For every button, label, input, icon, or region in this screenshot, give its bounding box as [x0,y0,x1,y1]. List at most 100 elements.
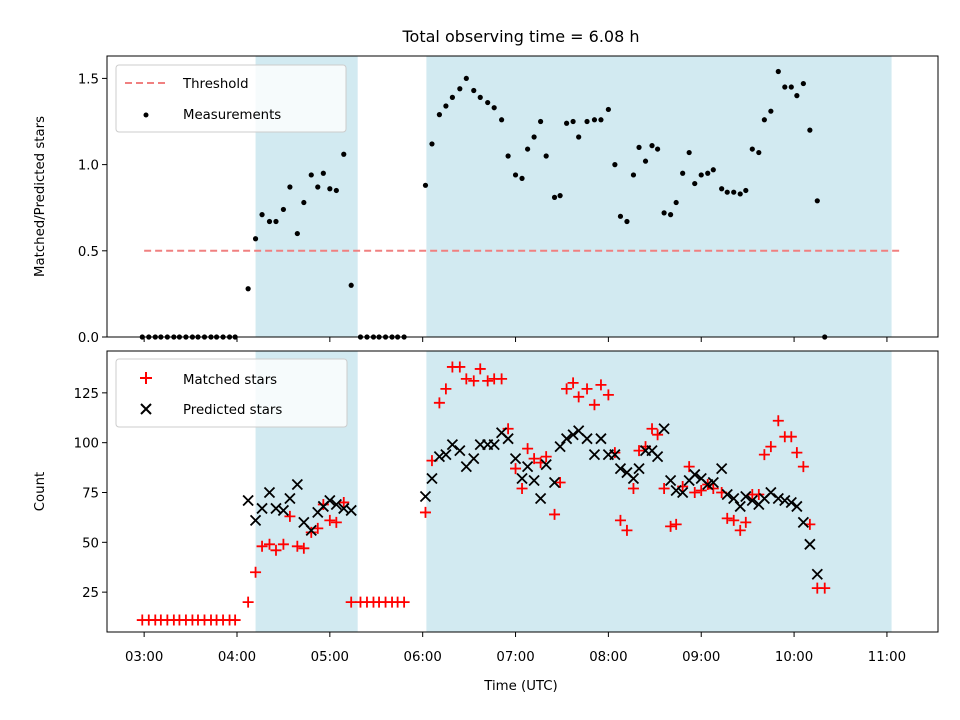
matched-star-point [753,488,765,500]
matched-star-point [819,582,831,594]
measurement-point [280,206,287,213]
measurement-point [505,153,511,159]
matched-star-points [136,361,831,626]
measurement-point [477,94,483,100]
x-tick-label: 06:00 [404,650,442,665]
predicted-star-point [446,439,459,451]
predicted-star-point [433,450,446,463]
count-panel-shaded-intervals [255,351,892,632]
measurement-point [630,172,637,178]
measurement-point [731,189,737,195]
predicted-star-point [811,568,823,580]
matched-star-point [785,431,797,443]
predicted-star-point [488,439,500,451]
predicted-star-point [528,474,540,487]
matched-star-point [528,453,540,465]
measurement-point [557,193,563,199]
predicted-star-point [721,488,733,501]
predicted-star-point [804,538,816,550]
matched-star-point [652,429,664,441]
y-tick-label: 100 [74,437,99,452]
matched-star-point [229,614,241,626]
matched-star-point [621,524,633,536]
predicted-star-point [521,460,534,473]
count-panel-x-ticks: 03:00 04:00 05:00 06:00 07:00 08:00 09:00 10:00… [125,632,906,665]
measurement-point [617,213,624,219]
measurement-point [807,127,813,133]
measurement-point [436,112,442,118]
matched-star-point [689,486,701,498]
measurement-point [782,84,788,90]
measurement-point [661,210,667,216]
measurement-point [667,212,674,218]
x-tick-label: 04:00 [218,650,256,665]
measurement-point [692,180,698,187]
measurement-point [485,99,491,106]
measurement-point [449,94,455,100]
predicted-star-point [785,496,797,509]
predicted-star-point [689,468,701,481]
measurement-point [642,158,649,164]
measurement-point [287,184,293,190]
measurement-point [612,162,618,168]
matched-star-point [765,441,777,453]
measurement-point [259,212,265,218]
measurement-point [348,282,354,288]
matched-star-point [665,520,677,532]
y-tick-label: 0.5 [78,245,99,260]
measurement-point [724,189,730,195]
predicted-star-point [627,472,640,485]
measurement-point [320,170,326,176]
matched-star-point [707,483,719,495]
measurement-point [794,93,800,99]
legend-matched-swatch [140,372,152,384]
measurement-point [775,68,781,75]
predicted-star-point [263,486,276,499]
matched-star-point [242,596,254,608]
measurement-point [719,186,725,192]
measurement-point [768,108,774,114]
x-tick-label: 05:00 [311,650,349,665]
predicted-star-point [707,476,719,489]
legend-box [115,64,347,133]
matched-star-point [482,375,494,387]
measurement-point [570,118,576,125]
count-panel: 25 50 75 100 125 03:00 04:00 05:00 06:00 07:00 08… [33,350,939,665]
matched-star-point [797,461,809,473]
predicted-star-point [791,500,803,513]
matched-star-point [595,379,607,391]
measurement-point [341,151,347,157]
measurement-point [598,117,604,123]
measurement-point [636,144,642,150]
y-tick-label: 25 [82,586,99,601]
legend-predicted-label: Predicted stars [183,403,282,418]
matched-star-point [496,373,508,385]
measurement-point [315,184,321,190]
matched-star-point [419,506,431,518]
measurement-point [749,146,755,152]
ratio-panel-frame [106,55,939,338]
matched-star-point [433,397,445,409]
measurement-point [710,167,716,173]
legend-box [115,358,348,428]
measurement-point [266,218,273,225]
matched-star-point [658,483,670,495]
measurement-point [512,172,519,178]
predicted-star-point [249,514,262,527]
matched-star-point [581,383,593,395]
predicted-star-point [740,490,752,503]
measurement-point [491,105,497,111]
measurement-point [463,75,469,82]
predicted-star-point [664,474,677,487]
predicted-star-point [651,450,664,463]
matched-star-point [728,514,740,526]
predicted-star-point [728,492,740,505]
measurement-point [543,153,549,159]
predicted-star-point [677,486,689,499]
matched-star-point [398,596,410,608]
measurement-point [673,199,679,206]
predicted-star-point [516,472,528,485]
predicted-star-point [560,433,573,445]
matched-star-point [554,477,566,489]
